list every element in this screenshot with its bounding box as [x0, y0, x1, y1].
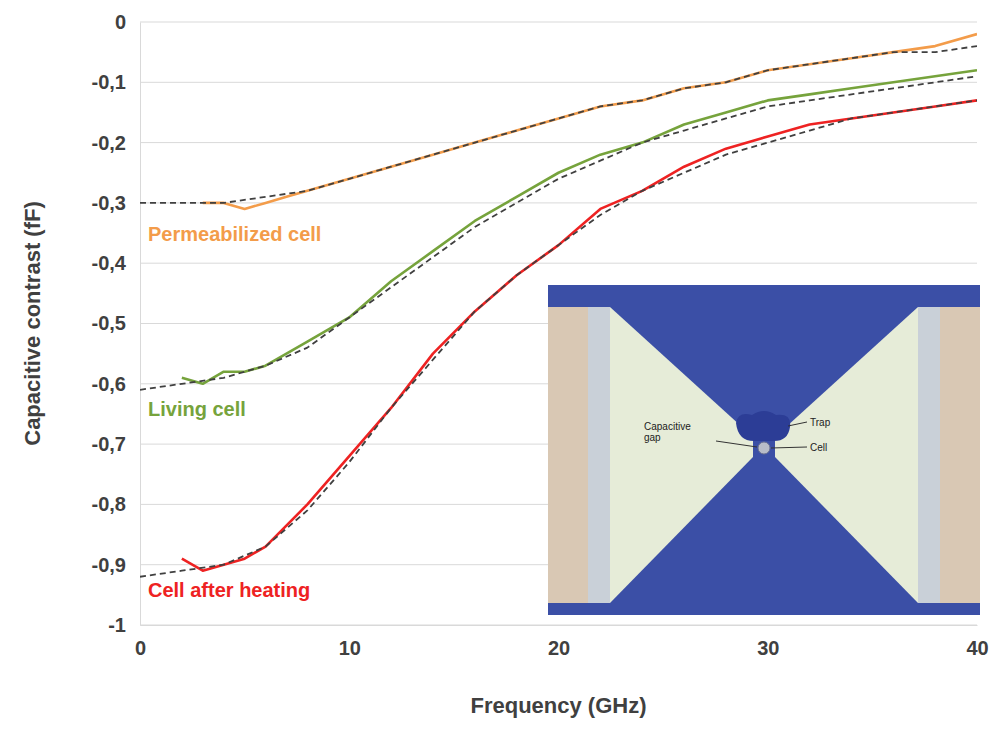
inset-trap — [736, 411, 790, 441]
y-tick-label: -0,6 — [92, 373, 126, 395]
x-tick-label: 30 — [757, 637, 779, 659]
x-axis-line — [141, 625, 978, 626]
x-tick: 0 — [135, 625, 146, 659]
x-axis: 0 10 20 30 40 — [135, 625, 989, 659]
y-tick: -0,2 — [92, 132, 140, 154]
y-tick: -1 — [108, 614, 140, 636]
inset-conductor — [775, 307, 918, 603]
y-tick: 0 — [115, 11, 140, 33]
fit-line — [140, 46, 977, 203]
y-tick-label: -0,4 — [92, 252, 127, 274]
inset-leader — [716, 441, 757, 447]
series-label: Permeabilized cell — [148, 223, 321, 245]
y-tick-label: -0,2 — [92, 132, 126, 154]
y-tick-label: -0,3 — [92, 192, 126, 214]
series-labels: Permeabilized cell Living cell Cell after … — [148, 223, 321, 601]
inset-leader — [788, 422, 807, 426]
y-tick: -0,8 — [92, 493, 140, 515]
y-axis-title: Capacitive contrast (fF) — [20, 201, 45, 446]
chart: -1-0,9-0,8-0,7-0,6-0,5-0,4-0,3-0,2-0,100… — [0, 0, 999, 731]
inset-strip — [588, 307, 610, 603]
grid-line — [140, 82, 977, 83]
y-tick: -0,6 — [92, 373, 140, 395]
y-tick-label: -0,7 — [92, 433, 126, 455]
inset-leader — [771, 447, 807, 448]
y-tick-label: -0,5 — [92, 312, 126, 334]
inset-strip — [918, 307, 940, 603]
y-tick-label: -1 — [108, 614, 126, 636]
y-tick-label: -0,1 — [92, 71, 126, 93]
inset-cell — [758, 442, 770, 454]
y-tick: -0,3 — [92, 192, 140, 214]
x-axis-title: Frequency (GHz) — [470, 693, 646, 718]
grid-line — [140, 263, 977, 264]
x-tick: 10 — [339, 625, 361, 659]
y-tick: -0,4 — [92, 252, 140, 274]
x-tick-label: 20 — [548, 637, 570, 659]
x-tick: 30 — [757, 625, 779, 659]
series-label: Cell after heating — [148, 579, 310, 601]
inset-label: Cell — [810, 442, 827, 453]
series-label: Living cell — [148, 398, 246, 420]
x-tick-label: 10 — [339, 637, 361, 659]
y-tick-label: -0,9 — [92, 554, 126, 576]
x-tick: 40 — [966, 625, 988, 659]
grid-line — [140, 142, 977, 143]
inset-label: Trap — [810, 417, 831, 428]
y-tick: -0,9 — [92, 554, 140, 576]
inset-conductor — [610, 307, 753, 603]
x-tick: 20 — [548, 625, 570, 659]
y-tick-label: 0 — [115, 11, 126, 33]
x-tick-label: 0 — [135, 637, 146, 659]
data-line — [203, 34, 977, 209]
inset-label: Capacitivegap — [644, 421, 691, 443]
inset-image: Trap Cell Capacitivegap — [548, 285, 980, 615]
x-tick-label: 40 — [966, 637, 988, 659]
grid-line — [140, 625, 977, 626]
y-tick-label: -0,8 — [92, 493, 126, 515]
inset-background — [548, 285, 980, 615]
y-tick: -0,1 — [92, 71, 140, 93]
y-axis-line — [140, 23, 141, 626]
y-axis: -1 -0,9 -0,8 -0,7 -0,6 -0,5 -0,4 -0,3 -0,2 -0,1 0 — [92, 11, 141, 636]
y-tick: -0,5 — [92, 312, 140, 334]
y-tick: -0,7 — [92, 433, 140, 455]
inset-electrode — [940, 307, 980, 603]
inset-electrode — [548, 307, 588, 603]
grid-line — [140, 22, 977, 23]
